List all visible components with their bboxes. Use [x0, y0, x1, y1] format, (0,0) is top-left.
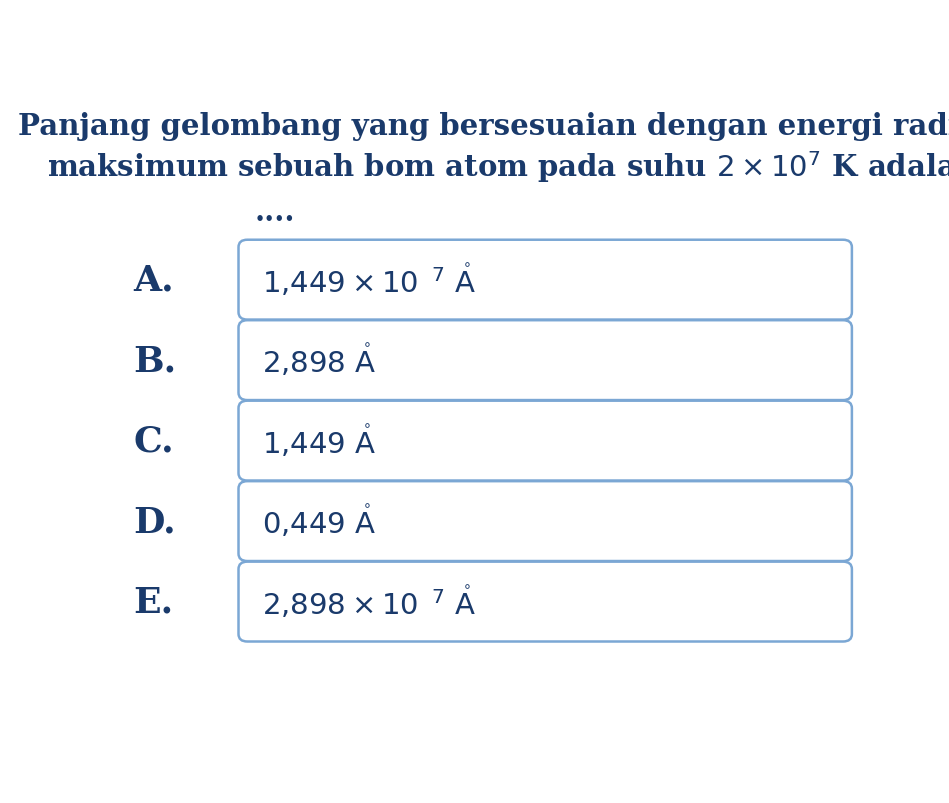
FancyBboxPatch shape	[238, 562, 852, 642]
Text: $2{,}898\ \mathring{\rm A}$: $2{,}898\ \mathring{\rm A}$	[262, 343, 377, 379]
Text: $1{,}449\times10^{\ \ 7}\ \mathring{\rm A}$: $1{,}449\times10^{\ \ 7}\ \mathring{\rm …	[262, 262, 476, 299]
Text: D.: D.	[133, 504, 176, 539]
Text: ....: ....	[254, 198, 295, 226]
Text: A.: A.	[133, 263, 174, 297]
Text: Panjang gelombang yang bersesuaian dengan energi radiasi: Panjang gelombang yang bersesuaian denga…	[18, 112, 949, 141]
Text: $1{,}449\ \mathring{\rm A}$: $1{,}449\ \mathring{\rm A}$	[262, 423, 377, 459]
FancyBboxPatch shape	[238, 321, 852, 401]
Text: $0{,}449\ \mathring{\rm A}$: $0{,}449\ \mathring{\rm A}$	[262, 503, 377, 540]
FancyBboxPatch shape	[238, 402, 852, 481]
Text: E.: E.	[133, 585, 174, 619]
Text: maksimum sebuah bom atom pada suhu $2 \times 10^7$ K adalah: maksimum sebuah bom atom pada suhu $2 \t…	[47, 149, 949, 185]
Text: $2{,}898\times10^{\ \ 7}\ \mathring{\rm A}$: $2{,}898\times10^{\ \ 7}\ \mathring{\rm …	[262, 584, 476, 620]
Text: B.: B.	[133, 344, 177, 377]
Text: C.: C.	[133, 424, 174, 458]
FancyBboxPatch shape	[238, 482, 852, 561]
FancyBboxPatch shape	[238, 240, 852, 320]
